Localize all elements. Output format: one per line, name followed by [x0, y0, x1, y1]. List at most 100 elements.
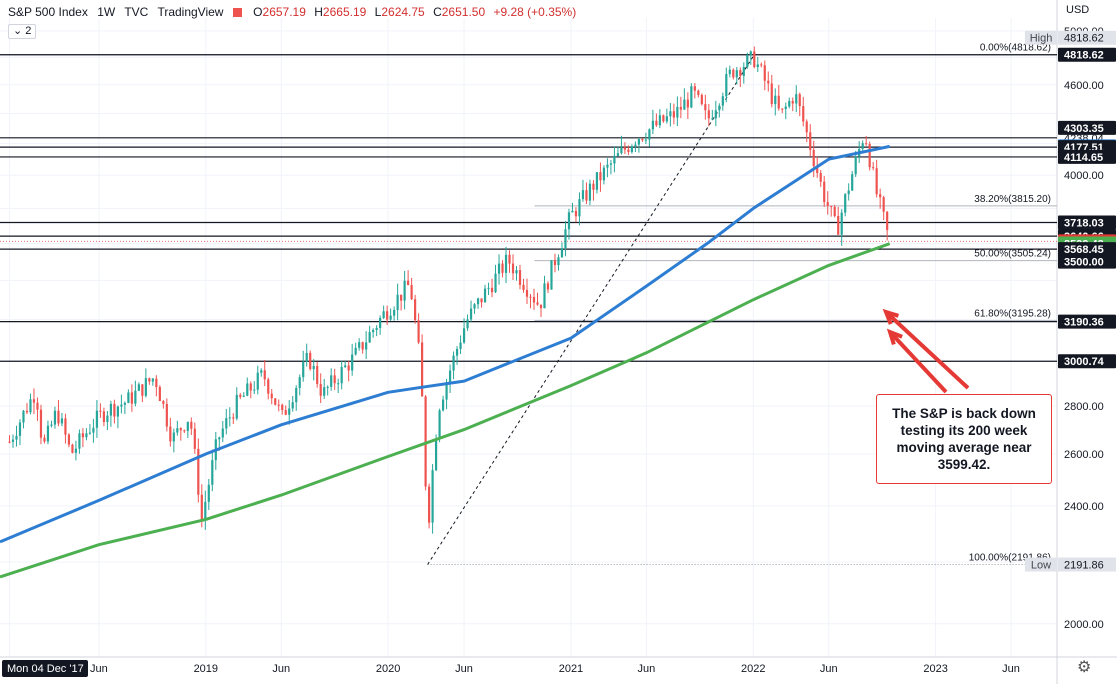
candle-body	[487, 287, 490, 289]
candle-body	[830, 205, 833, 207]
candle-body	[595, 172, 599, 190]
candle-body	[431, 470, 434, 523]
candle-body	[50, 424, 53, 426]
candle-body	[291, 402, 294, 409]
candle-body	[43, 437, 46, 442]
gear-icon[interactable]: ⚙	[1077, 659, 1092, 676]
candle-body	[15, 435, 18, 440]
candle-body	[183, 430, 186, 432]
candle-body	[102, 411, 106, 422]
candle-body	[760, 64, 763, 66]
candle-body	[669, 111, 672, 117]
candle-body	[854, 156, 857, 175]
candle-body	[588, 183, 592, 201]
price-tag-background	[1058, 354, 1116, 369]
price-axis-tick-label: 4000.00	[1064, 170, 1104, 182]
candle-body	[57, 410, 60, 424]
candle-body	[39, 409, 43, 438]
candle-body	[130, 392, 133, 404]
candle-body	[777, 95, 780, 109]
candle-body	[560, 248, 564, 258]
candle-body	[309, 352, 312, 370]
candle-body	[368, 332, 371, 343]
candle-body	[462, 328, 466, 343]
fib-level-label: 0.00%(4818.62)	[980, 43, 1051, 54]
candle-body	[25, 410, 29, 413]
candle-body	[627, 149, 630, 152]
candle-body	[337, 383, 340, 385]
low-value: 2624.75	[381, 5, 425, 19]
time-axis-tick-label: Jun	[90, 663, 108, 675]
high-low-tag-value: 2191.86	[1064, 560, 1104, 572]
candle-body	[305, 352, 308, 362]
candle-body	[116, 406, 119, 417]
candle-body	[837, 216, 840, 235]
candle-body	[504, 254, 508, 273]
crosshair-date-label: Mon 04 Dec '17	[7, 663, 84, 675]
candle-body	[274, 398, 277, 405]
candle-body	[193, 428, 196, 449]
high-low-tag-kind: Low	[1031, 560, 1051, 572]
candle-body	[539, 304, 543, 309]
candle-body	[473, 304, 476, 309]
candle-body	[648, 129, 651, 140]
price-tag-label: 3718.03	[1064, 218, 1104, 230]
high-low-tag-kind: High	[1030, 33, 1053, 45]
version-badge[interactable]: ⌄ 2	[8, 24, 37, 39]
candle-body	[330, 375, 333, 387]
candle-body	[672, 111, 675, 118]
candle-body	[256, 372, 259, 390]
candle-body	[95, 410, 99, 428]
candles	[8, 46, 889, 534]
candle-body	[823, 181, 826, 203]
candle-body	[676, 106, 679, 118]
candle-body	[134, 390, 137, 404]
candle-body	[92, 427, 95, 433]
price-axis-background	[1057, 0, 1117, 684]
high-low-tag-background	[1025, 557, 1057, 572]
candle-body	[232, 417, 235, 419]
symbol-name[interactable]: S&P 500 Index	[8, 5, 88, 19]
candle-body	[36, 402, 39, 410]
price-axis-tick-label: 4600.00	[1064, 80, 1104, 92]
candle-body	[616, 153, 620, 156]
candle-body	[518, 270, 522, 285]
candle-body	[260, 370, 263, 373]
candle-body	[326, 386, 329, 388]
grid	[0, 18, 1057, 657]
candle-body	[312, 365, 315, 370]
candle-body	[459, 342, 462, 349]
fib-level-label: 61.80%(3195.28)	[974, 309, 1051, 320]
candle-body	[564, 229, 567, 249]
candle-body	[99, 410, 102, 412]
candle-body	[393, 310, 396, 316]
annotation-box[interactable]: The S&P is back down testing its 200 wee…	[876, 394, 1052, 484]
candle-body	[361, 342, 364, 350]
candle-body	[805, 121, 808, 133]
candle-body	[788, 100, 791, 107]
candle-body	[176, 428, 179, 433]
candle-body	[816, 166, 819, 173]
candle-body	[207, 484, 210, 502]
time-axis-tick-label: Jun	[1002, 663, 1020, 675]
candle-body	[78, 433, 81, 449]
interval-label[interactable]: 1W	[97, 5, 116, 19]
candle-body	[599, 172, 602, 181]
candle-body	[546, 283, 550, 290]
candle-body	[218, 437, 221, 440]
candle-body	[375, 327, 378, 330]
high-low-tag-background	[1025, 30, 1057, 45]
candle-body	[354, 347, 357, 355]
time-axis-tick-label: Jun	[272, 663, 290, 675]
candle-body	[253, 389, 256, 391]
arrow-shaft	[888, 330, 948, 394]
candle-body	[494, 273, 497, 293]
candle-body	[270, 393, 273, 399]
candle-body	[246, 383, 249, 396]
price-tag-label: 3500.00	[1064, 257, 1104, 269]
time-axis-tick-label: 2020	[376, 663, 400, 675]
candle-body	[407, 280, 410, 286]
fib-trend-line	[427, 54, 755, 565]
currency-label[interactable]: USD	[1066, 4, 1090, 16]
